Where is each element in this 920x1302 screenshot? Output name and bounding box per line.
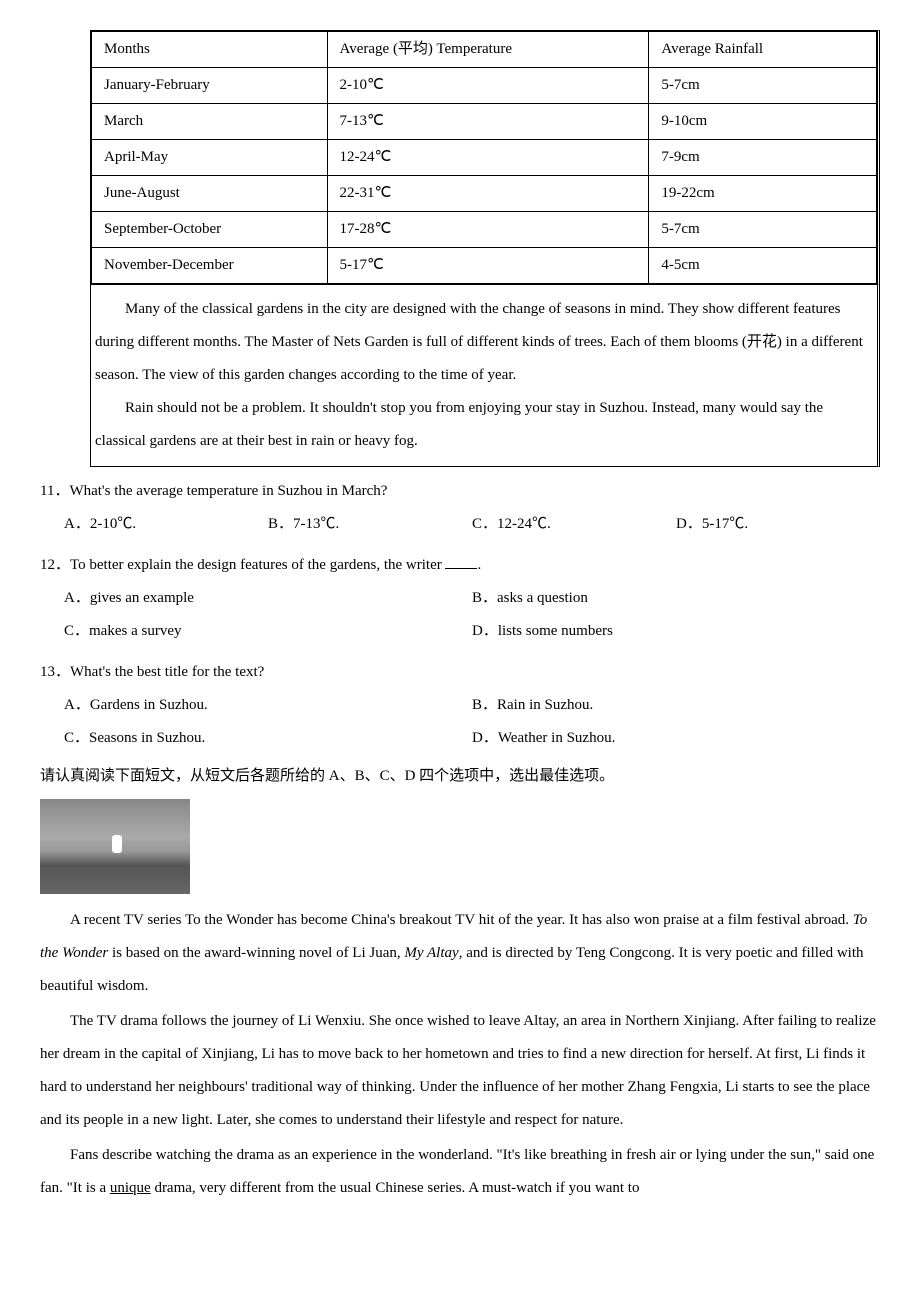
table-row: November-December5-17℃4-5cm — [92, 248, 877, 284]
passage2-p2: The TV drama follows the journey of Li W… — [40, 1005, 880, 1137]
table-row: June-August22-31℃19-22cm — [92, 176, 877, 212]
table-header-cell: Average Rainfall — [649, 32, 877, 68]
option-b[interactable]: B．asks a question — [472, 582, 880, 615]
option-c[interactable]: C．12-24℃. — [472, 508, 676, 541]
q-text-before: ．To better explain the design features o… — [55, 557, 445, 573]
table-cell: 5-17℃ — [327, 248, 649, 284]
passage-box-1: Many of the classical gardens in the cit… — [90, 285, 880, 467]
table-row: March7-13℃9-10cm — [92, 104, 877, 140]
question-11: 11．What's the average temperature in Suz… — [40, 475, 880, 541]
table-cell: 7-9cm — [649, 140, 877, 176]
table-row: January-February2-10℃5-7cm — [92, 68, 877, 104]
table-cell: 19-22cm — [649, 176, 877, 212]
table-row: April-May12-24℃7-9cm — [92, 140, 877, 176]
table-cell: 17-28℃ — [327, 212, 649, 248]
climate-table: MonthsAverage (平均) TemperatureAverage Ra… — [90, 30, 880, 285]
table-cell: 7-13℃ — [327, 104, 649, 140]
option-b[interactable]: B．7-13℃. — [268, 508, 472, 541]
options: A．2-10℃. B．7-13℃. C．12-24℃. D．5-17℃. — [40, 508, 880, 541]
italic-title-2: My Altay — [404, 945, 458, 961]
option-d[interactable]: D．5-17℃. — [676, 508, 880, 541]
table-cell: 2-10℃ — [327, 68, 649, 104]
options: A．gives an example B．asks a question C．m… — [40, 582, 880, 648]
question-13: 13．What's the best title for the text? A… — [40, 656, 880, 755]
table-cell: March — [92, 104, 328, 140]
table-cell: 12-24℃ — [327, 140, 649, 176]
passage1-p2: Rain should not be a problem. It shouldn… — [91, 392, 877, 458]
table-cell: April-May — [92, 140, 328, 176]
option-d[interactable]: D．Weather in Suzhou. — [472, 722, 880, 755]
question-12: 12．To better explain the design features… — [40, 549, 880, 648]
table-header-cell: Average (平均) Temperature — [327, 32, 649, 68]
underlined-word: unique — [110, 1180, 151, 1196]
table-cell: November-December — [92, 248, 328, 284]
table-cell: 5-7cm — [649, 68, 877, 104]
passage2-p3: Fans describe watching the drama as an e… — [40, 1139, 880, 1205]
option-d[interactable]: D．lists some numbers — [472, 615, 880, 648]
table-cell: June-August — [92, 176, 328, 212]
table-cell: 22-31℃ — [327, 176, 649, 212]
q-num: 13 — [40, 664, 55, 680]
option-b[interactable]: B．Rain in Suzhou. — [472, 689, 880, 722]
table-cell: 5-7cm — [649, 212, 877, 248]
option-c[interactable]: C．makes a survey — [64, 615, 472, 648]
q-text: ．What's the best title for the text? — [55, 664, 264, 680]
table-cell: September-October — [92, 212, 328, 248]
option-a[interactable]: A．Gardens in Suzhou. — [64, 689, 472, 722]
q-num: 11 — [40, 483, 54, 499]
table-row: September-October17-28℃5-7cm — [92, 212, 877, 248]
table-cell: January-February — [92, 68, 328, 104]
table-cell: 4-5cm — [649, 248, 877, 284]
passage2-p1: A recent TV series To the Wonder has bec… — [40, 904, 880, 1003]
passage1-p1: Many of the classical gardens in the cit… — [91, 293, 877, 392]
option-a[interactable]: A．gives an example — [64, 582, 472, 615]
blank — [445, 568, 477, 569]
options: A．Gardens in Suzhou. B．Rain in Suzhou. C… — [40, 689, 880, 755]
option-a[interactable]: A．2-10℃. — [64, 508, 268, 541]
option-c[interactable]: C．Seasons in Suzhou. — [64, 722, 472, 755]
q-num: 12 — [40, 557, 55, 573]
q-text-after: . — [477, 557, 481, 573]
q-text: ．What's the average temperature in Suzho… — [54, 483, 387, 499]
table-header-cell: Months — [92, 32, 328, 68]
instruction: 请认真阅读下面短文，从短文后各题所给的 A、B、C、D 四个选项中，选出最佳选项… — [40, 761, 880, 791]
passage-image — [40, 799, 190, 894]
table-cell: 9-10cm — [649, 104, 877, 140]
data-table: MonthsAverage (平均) TemperatureAverage Ra… — [91, 31, 877, 284]
passage-2: A recent TV series To the Wonder has bec… — [40, 904, 880, 1205]
